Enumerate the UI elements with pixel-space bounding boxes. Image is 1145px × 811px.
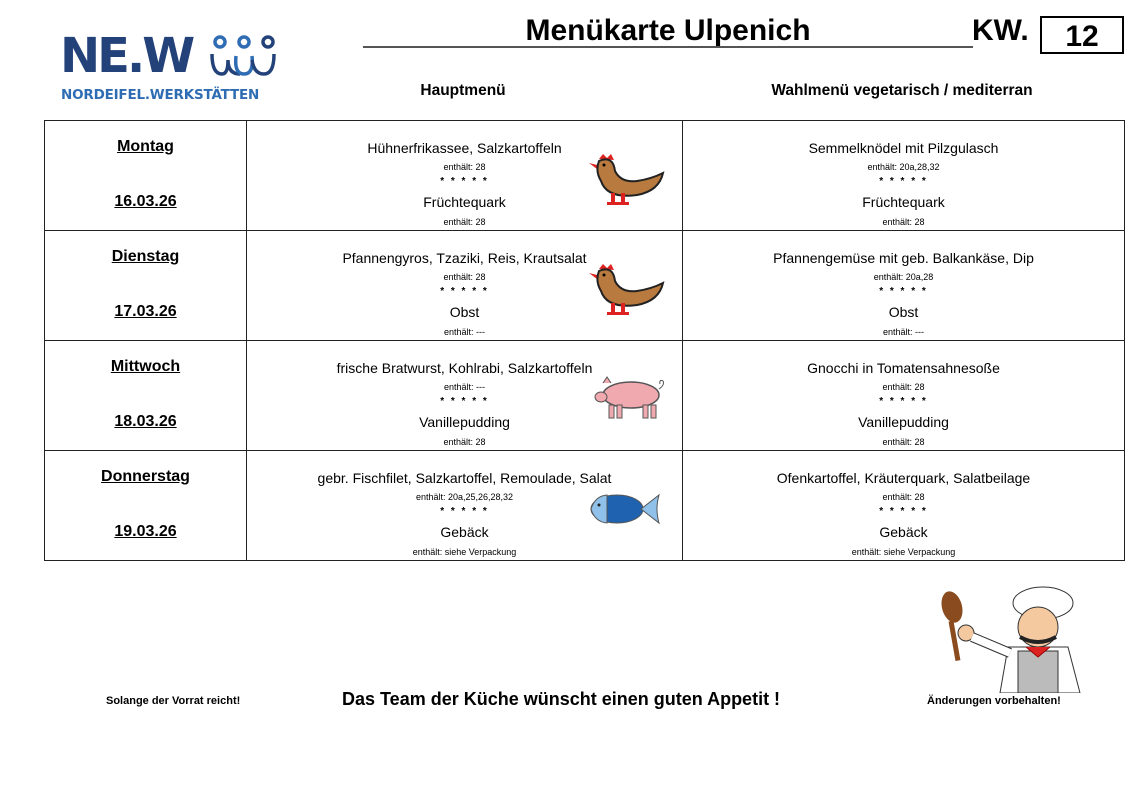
table-row: Dienstag 17.03.26 Pfannengyros, Tzaziki,… [44,230,1125,341]
dessert-allergens: enthält: 28 [882,217,925,227]
day-name: Mittwoch [110,358,181,375]
page-title: Menükarte Ulpenich [363,12,973,48]
chicken-icon [589,264,665,315]
dessert-allergens: enthält: 28 [882,437,925,447]
separator-stars: * * * * * [879,506,928,517]
day-name: Dienstag [111,248,180,265]
alt-menu-cell: Pfannengemüse mit geb. Balkankäse, Dip e… [682,230,1125,341]
table-row: Mittwoch 18.03.26 frische Bratwurst, Koh… [44,340,1125,451]
separator-stars: * * * * * [879,396,928,407]
alt-menu-cell: Gnocchi in Tomatensahnesoße enthält: 28 … [682,340,1125,451]
dish-name: Ofenkartoffel, Kräuterquark, Salatbeilag… [776,470,1031,486]
logo: NE.W NORDEIFEL.WERKSTÄTTEN [60,32,285,104]
chef-icon [941,586,1081,693]
separator-stars: * * * * * [879,286,928,297]
day-cell: Montag 16.03.26 [44,120,247,231]
dish-allergens: enthält: --- [443,382,485,392]
dessert-allergens: enthält: siehe Verpackung [851,547,956,557]
main-menu-cell: gebr. Fischfilet, Salzkartoffel, Remoula… [246,450,683,561]
dessert-name: Obst [449,304,480,320]
dessert-name: Vanillepudding [419,414,510,430]
separator-stars: * * * * * [440,286,489,297]
dish-allergens: enthält: 28 [882,492,925,502]
dish-allergens: enthält: 20a,28 [873,272,934,282]
separator-stars: * * * * * [440,176,489,187]
fish-icon [590,493,660,525]
footer-greeting: Das Team der Küche wünscht einen guten A… [342,689,781,709]
day-cell: Donnerstag 19.03.26 [44,450,247,561]
dish-name: frische Bratwurst, Kohlrabi, Salzkartoff… [336,360,593,376]
alt-menu-cell: Semmelknödel mit Pilzgulasch enthält: 20… [682,120,1125,231]
footer-changes-note: Änderungen vorbehalten! [927,695,1061,707]
main-menu-cell: frische Bratwurst, Kohlrabi, Salzkartoff… [246,340,683,451]
separator-stars: * * * * * [879,176,928,187]
day-date: 18.03.26 [114,413,177,430]
dish-allergens: enthält: 20a,28,32 [867,162,940,172]
main-menu-cell: Hühnerfrikassee, Salzkartoffeln enthält:… [246,120,683,231]
dish-allergens: enthält: 28 [882,382,925,392]
dessert-name: Gebäck [440,524,489,540]
dish-name: Semmelknödel mit Pilzgulasch [808,140,999,156]
day-date: 16.03.26 [114,193,177,210]
dessert-name: Gebäck [879,524,928,540]
main-menu-cell: Pfannengyros, Tzaziki, Reis, Krautsalat … [246,230,683,341]
dish-name: Gnocchi in Tomatensahnesoße [807,360,1000,376]
dessert-allergens: enthält: 28 [443,217,486,227]
alt-menu-cell: Ofenkartoffel, Kräuterquark, Salatbeilag… [682,450,1125,561]
column-header-main: Hauptmenü [420,82,506,99]
logo-subtitle: NORDEIFEL.WERKSTÄTTEN [61,87,260,103]
week-label: KW. [972,14,1029,47]
dessert-name: Früchtequark [423,194,506,210]
footer-stock-note: Solange der Vorrat reicht! [106,695,241,707]
separator-stars: * * * * * [440,396,489,407]
dish-allergens: enthält: 28 [443,162,486,172]
dessert-name: Früchtequark [862,194,945,210]
day-cell: Mittwoch 18.03.26 [44,340,247,451]
table-row: Donnerstag 19.03.26 gebr. Fischfilet, Sa… [44,450,1125,561]
chicken-icon [589,154,665,205]
people-icon [210,35,276,76]
pig-icon [594,376,664,419]
day-date: 19.03.26 [114,523,177,540]
dessert-allergens: enthält: --- [443,327,485,337]
day-date: 17.03.26 [114,303,177,320]
dessert-allergens: enthält: siehe Verpackung [412,547,517,557]
dessert-allergens: enthält: --- [882,327,924,337]
dish-name: gebr. Fischfilet, Salzkartoffel, Remoula… [317,470,612,486]
separator-stars: * * * * * [440,506,489,517]
table-row: Montag 16.03.26 Hühnerfrikassee, Salzkar… [44,120,1125,231]
dish-name: Hühnerfrikassee, Salzkartoffeln [367,140,562,156]
column-header-alt: Wahlmenü vegetarisch / mediterran [771,82,1033,99]
day-name: Montag [117,138,174,155]
dish-name: Pfannengyros, Tzaziki, Reis, Krautsalat [342,250,587,266]
dish-allergens: enthält: 28 [443,272,486,282]
dish-name: Pfannengemüse mit geb. Balkankäse, Dip [773,250,1034,266]
dessert-name: Obst [888,304,919,320]
week-number: 12 [1040,16,1124,54]
menu-table: Montag 16.03.26 Hühnerfrikassee, Salzkar… [44,120,1125,561]
logo-text: NE.W [60,28,195,84]
dish-allergens: enthält: 20a,25,26,28,32 [415,492,514,502]
dessert-allergens: enthält: 28 [443,437,486,447]
dessert-name: Vanillepudding [858,414,949,430]
day-cell: Dienstag 17.03.26 [44,230,247,341]
day-name: Donnerstag [101,468,190,485]
